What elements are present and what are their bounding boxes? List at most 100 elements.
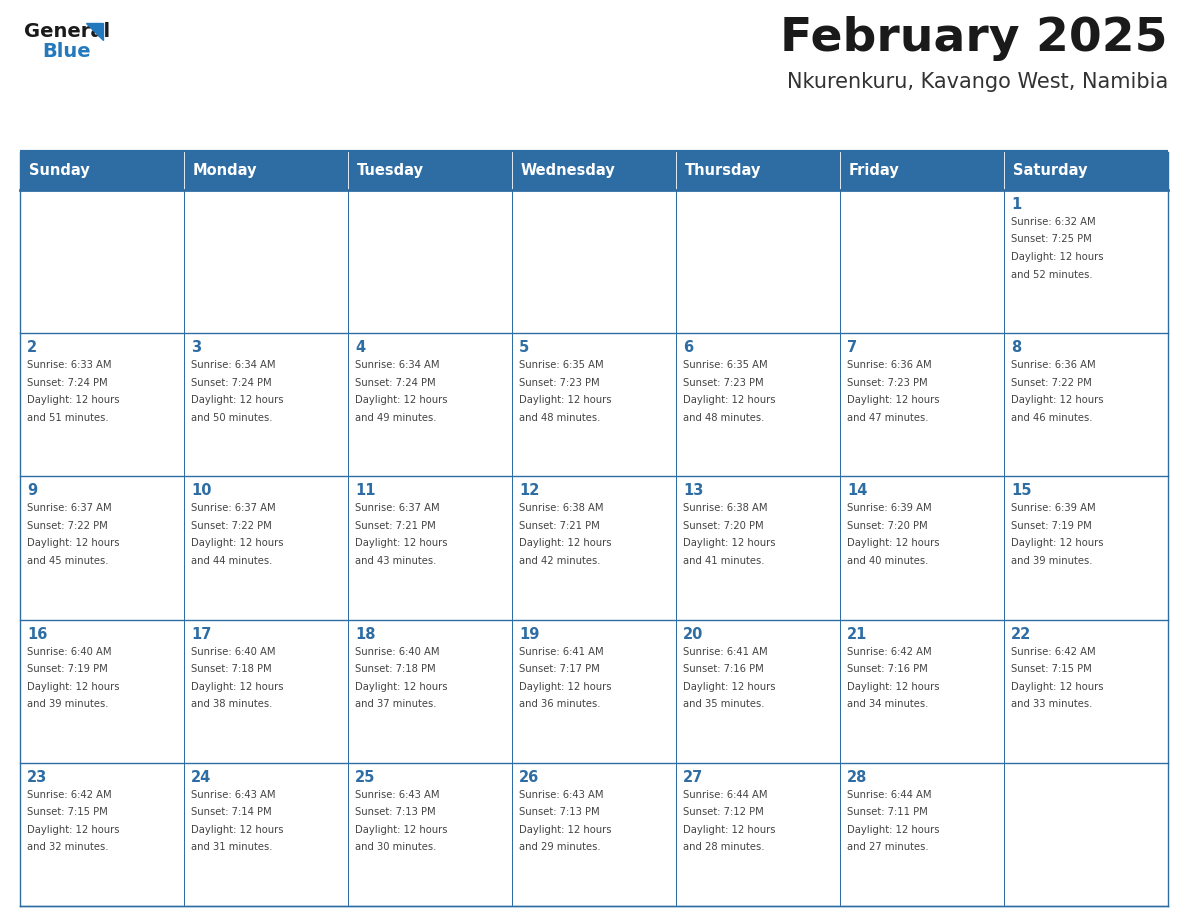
Bar bbox=[676, 620, 840, 763]
Text: 4: 4 bbox=[355, 341, 365, 355]
Bar bbox=[1004, 333, 1168, 476]
Text: and 41 minutes.: and 41 minutes. bbox=[683, 556, 765, 565]
Text: Daylight: 12 hours: Daylight: 12 hours bbox=[191, 396, 284, 405]
Bar bbox=[676, 476, 840, 620]
Text: 21: 21 bbox=[847, 627, 867, 642]
Text: Sunset: 7:23 PM: Sunset: 7:23 PM bbox=[847, 377, 928, 387]
Bar bbox=[20, 333, 184, 476]
Text: Sunset: 7:19 PM: Sunset: 7:19 PM bbox=[27, 664, 108, 674]
Text: Thursday: Thursday bbox=[685, 163, 762, 178]
Text: Sunset: 7:22 PM: Sunset: 7:22 PM bbox=[191, 521, 272, 531]
Text: 12: 12 bbox=[519, 484, 539, 498]
Bar bbox=[512, 190, 676, 333]
Text: 16: 16 bbox=[27, 627, 48, 642]
Text: Sunrise: 6:33 AM: Sunrise: 6:33 AM bbox=[27, 360, 112, 370]
Text: Sunset: 7:20 PM: Sunset: 7:20 PM bbox=[683, 521, 764, 531]
Text: 2: 2 bbox=[27, 341, 37, 355]
Text: Sunset: 7:24 PM: Sunset: 7:24 PM bbox=[191, 377, 272, 387]
Text: 14: 14 bbox=[847, 484, 867, 498]
Text: Daylight: 12 hours: Daylight: 12 hours bbox=[27, 538, 120, 548]
Bar bbox=[1004, 476, 1168, 620]
Text: 19: 19 bbox=[519, 627, 539, 642]
Text: Sunrise: 6:42 AM: Sunrise: 6:42 AM bbox=[847, 646, 931, 656]
Text: Sunset: 7:23 PM: Sunset: 7:23 PM bbox=[683, 377, 764, 387]
Text: Blue: Blue bbox=[42, 42, 90, 61]
Text: 22: 22 bbox=[1011, 627, 1031, 642]
Text: Sunday: Sunday bbox=[29, 163, 90, 178]
Text: Sunrise: 6:39 AM: Sunrise: 6:39 AM bbox=[1011, 503, 1095, 513]
Text: 6: 6 bbox=[683, 341, 693, 355]
Text: Sunrise: 6:40 AM: Sunrise: 6:40 AM bbox=[191, 646, 276, 656]
Text: 23: 23 bbox=[27, 770, 48, 785]
Bar bbox=[840, 190, 1004, 333]
Text: Sunset: 7:17 PM: Sunset: 7:17 PM bbox=[519, 664, 600, 674]
Text: Sunrise: 6:40 AM: Sunrise: 6:40 AM bbox=[27, 646, 112, 656]
Polygon shape bbox=[86, 23, 103, 40]
Text: 27: 27 bbox=[683, 770, 703, 785]
Text: 25: 25 bbox=[355, 770, 375, 785]
Text: Daylight: 12 hours: Daylight: 12 hours bbox=[355, 681, 448, 691]
Text: 28: 28 bbox=[847, 770, 867, 785]
Text: Daylight: 12 hours: Daylight: 12 hours bbox=[847, 396, 940, 405]
Text: 26: 26 bbox=[519, 770, 539, 785]
Bar bbox=[184, 333, 348, 476]
Bar bbox=[1004, 763, 1168, 906]
Text: Sunset: 7:20 PM: Sunset: 7:20 PM bbox=[847, 521, 928, 531]
Text: 11: 11 bbox=[355, 484, 375, 498]
Bar bbox=[348, 333, 512, 476]
Text: Sunset: 7:11 PM: Sunset: 7:11 PM bbox=[847, 807, 928, 817]
Bar bbox=[840, 152, 1004, 190]
Bar bbox=[184, 190, 348, 333]
Text: Sunset: 7:21 PM: Sunset: 7:21 PM bbox=[519, 521, 600, 531]
Text: and 28 minutes.: and 28 minutes. bbox=[683, 843, 765, 852]
Text: Sunset: 7:19 PM: Sunset: 7:19 PM bbox=[1011, 521, 1092, 531]
Text: Sunset: 7:14 PM: Sunset: 7:14 PM bbox=[191, 807, 272, 817]
Text: 7: 7 bbox=[847, 341, 857, 355]
Bar bbox=[20, 763, 184, 906]
Text: Sunset: 7:22 PM: Sunset: 7:22 PM bbox=[1011, 377, 1092, 387]
Text: and 49 minutes.: and 49 minutes. bbox=[355, 413, 436, 422]
Bar bbox=[184, 620, 348, 763]
Text: 17: 17 bbox=[191, 627, 211, 642]
Bar bbox=[840, 763, 1004, 906]
Bar bbox=[840, 333, 1004, 476]
Text: Sunrise: 6:41 AM: Sunrise: 6:41 AM bbox=[519, 646, 604, 656]
Text: Sunset: 7:13 PM: Sunset: 7:13 PM bbox=[355, 807, 436, 817]
Text: Sunrise: 6:36 AM: Sunrise: 6:36 AM bbox=[1011, 360, 1095, 370]
Text: Tuesday: Tuesday bbox=[358, 163, 424, 178]
Text: 1: 1 bbox=[1011, 197, 1022, 212]
Text: Sunset: 7:15 PM: Sunset: 7:15 PM bbox=[27, 807, 108, 817]
Text: Sunrise: 6:43 AM: Sunrise: 6:43 AM bbox=[519, 789, 604, 800]
Bar bbox=[20, 476, 184, 620]
Text: and 34 minutes.: and 34 minutes. bbox=[847, 700, 928, 709]
Text: 5: 5 bbox=[519, 341, 529, 355]
Text: Monday: Monday bbox=[192, 163, 258, 178]
Text: February 2025: February 2025 bbox=[781, 16, 1168, 61]
Text: Daylight: 12 hours: Daylight: 12 hours bbox=[27, 681, 120, 691]
Bar bbox=[512, 333, 676, 476]
Bar bbox=[676, 152, 840, 190]
Bar bbox=[348, 476, 512, 620]
Text: Daylight: 12 hours: Daylight: 12 hours bbox=[27, 824, 120, 834]
Text: and 52 minutes.: and 52 minutes. bbox=[1011, 270, 1093, 279]
Text: and 27 minutes.: and 27 minutes. bbox=[847, 843, 929, 852]
Text: and 43 minutes.: and 43 minutes. bbox=[355, 556, 436, 565]
Text: Daylight: 12 hours: Daylight: 12 hours bbox=[683, 538, 776, 548]
Bar bbox=[1004, 152, 1168, 190]
Bar bbox=[184, 763, 348, 906]
Text: and 29 minutes.: and 29 minutes. bbox=[519, 843, 601, 852]
Bar bbox=[676, 190, 840, 333]
Text: Sunset: 7:15 PM: Sunset: 7:15 PM bbox=[1011, 664, 1092, 674]
Text: Sunset: 7:16 PM: Sunset: 7:16 PM bbox=[847, 664, 928, 674]
Text: and 36 minutes.: and 36 minutes. bbox=[519, 700, 600, 709]
Text: Daylight: 12 hours: Daylight: 12 hours bbox=[1011, 396, 1104, 405]
Text: Sunrise: 6:37 AM: Sunrise: 6:37 AM bbox=[27, 503, 112, 513]
Text: Daylight: 12 hours: Daylight: 12 hours bbox=[519, 538, 612, 548]
Bar bbox=[184, 476, 348, 620]
Text: Sunset: 7:25 PM: Sunset: 7:25 PM bbox=[1011, 234, 1092, 244]
Text: and 47 minutes.: and 47 minutes. bbox=[847, 413, 929, 422]
Text: Daylight: 12 hours: Daylight: 12 hours bbox=[191, 824, 284, 834]
Text: Sunset: 7:24 PM: Sunset: 7:24 PM bbox=[355, 377, 436, 387]
Text: Sunset: 7:12 PM: Sunset: 7:12 PM bbox=[683, 807, 764, 817]
Text: and 45 minutes.: and 45 minutes. bbox=[27, 556, 108, 565]
